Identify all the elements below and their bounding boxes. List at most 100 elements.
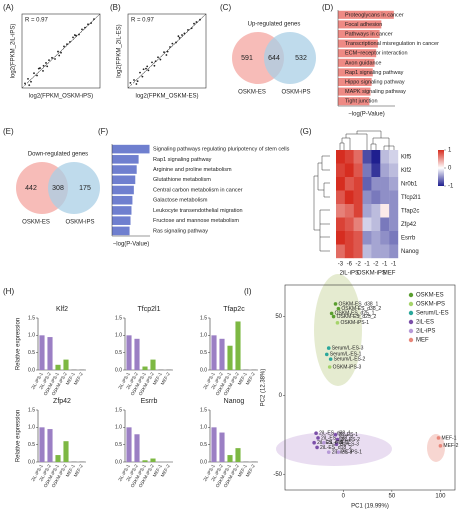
legend-marker [408, 301, 414, 307]
bar [211, 335, 217, 370]
chart-title: Tfap2c [223, 306, 245, 313]
point [166, 50, 169, 53]
heatmap-cell [389, 163, 399, 178]
bar [235, 321, 241, 370]
point [42, 64, 45, 67]
point [327, 365, 332, 369]
heatmap-cell [371, 231, 381, 245]
y-tick-label: 1.0 [115, 333, 122, 339]
bar [219, 432, 225, 462]
point [153, 64, 156, 67]
legend-marker [408, 310, 414, 316]
bar [39, 335, 45, 370]
bar [112, 206, 132, 215]
heatmap-cell [353, 150, 363, 164]
heatmap-cell [389, 150, 399, 164]
point [178, 37, 181, 39]
venn-set [48, 162, 100, 214]
bar [79, 369, 85, 370]
heatmap-cell [344, 163, 354, 178]
cluster-ellipse [427, 434, 445, 462]
chart-title: Zfp42 [53, 398, 71, 405]
x-tick-label: 0 [342, 494, 346, 500]
heatmap-cell [362, 163, 372, 178]
bar [112, 195, 133, 205]
x-tick-label: MEF-1 [152, 371, 163, 386]
bar [338, 10, 394, 19]
panel-label: (F) [98, 127, 109, 136]
column-label: -6 [347, 262, 353, 268]
plot-frame [284, 284, 456, 491]
heatmap-cell [336, 204, 346, 218]
x-tick-label: MEF-2 [245, 371, 256, 386]
point [133, 79, 135, 81]
panel-label: (G) [300, 127, 312, 136]
color-bar-label: -1 [448, 184, 454, 190]
venn-set-label: OSKM-ES [238, 90, 266, 96]
heatmap-cell [362, 190, 372, 205]
x-tick-label: MEF-1 [237, 463, 248, 478]
bar [112, 185, 134, 195]
bar [39, 427, 45, 462]
heatmap-cell [336, 244, 346, 259]
point [190, 27, 193, 30]
heatmap-cell [362, 217, 372, 232]
venn-count: 308 [52, 185, 64, 192]
point [30, 80, 32, 83]
y-tick-label: 1.0 [28, 333, 35, 339]
bar [71, 369, 77, 370]
point [312, 440, 316, 445]
chart-title: Klf2 [56, 306, 68, 313]
legend-label: MEF [416, 338, 429, 344]
y-tick-label: 0 [279, 393, 283, 399]
point-label: MEF-2 [443, 443, 458, 449]
heatmap-cell [336, 190, 346, 205]
point [322, 440, 326, 445]
point [331, 314, 336, 319]
panel-label: (A) [3, 3, 14, 12]
category-label: Signaling pathways regulating pluripoten… [153, 147, 290, 153]
bar [134, 338, 140, 370]
x-tick-label: MEF-1 [65, 463, 76, 478]
point [57, 50, 59, 53]
point [129, 81, 132, 84]
point [335, 321, 340, 325]
point [436, 436, 441, 440]
cluster-ellipse [314, 274, 362, 386]
legend-marker [408, 337, 414, 343]
point [329, 311, 334, 316]
legend-marker [408, 319, 414, 325]
heatmap-cell [389, 244, 399, 259]
y-tick-label: 1.5 [28, 407, 35, 413]
row-label: Klf5 [401, 154, 412, 160]
point [37, 67, 40, 70]
bar [63, 359, 69, 370]
venn-set-label: OSKM-iPS [281, 90, 310, 96]
heatmap-cell [389, 177, 399, 191]
category-label: ECM−receptor interaction [345, 51, 408, 57]
bar [112, 155, 139, 164]
point [84, 26, 86, 29]
point [58, 54, 61, 57]
point [336, 306, 341, 311]
heatmap-cell [353, 231, 363, 245]
heatmap-cell [353, 177, 363, 191]
bar [71, 461, 77, 462]
point [336, 450, 341, 454]
bar [338, 58, 375, 67]
venn-title: Up-regulated genes [248, 22, 301, 28]
point-label: Serum/L-ES-2 [334, 356, 366, 362]
bar [112, 175, 136, 185]
point [48, 59, 50, 62]
heatmap-cell [371, 150, 381, 164]
category-label: Transcriptional misregulation in cancer [345, 41, 439, 47]
point [315, 445, 319, 450]
x-tick-label: MEF-1 [152, 463, 163, 478]
bar [112, 144, 150, 154]
heatmap-cell [336, 231, 346, 245]
bar [142, 366, 148, 370]
heatmap-cell [353, 163, 363, 178]
point [63, 45, 65, 48]
point [90, 22, 92, 25]
